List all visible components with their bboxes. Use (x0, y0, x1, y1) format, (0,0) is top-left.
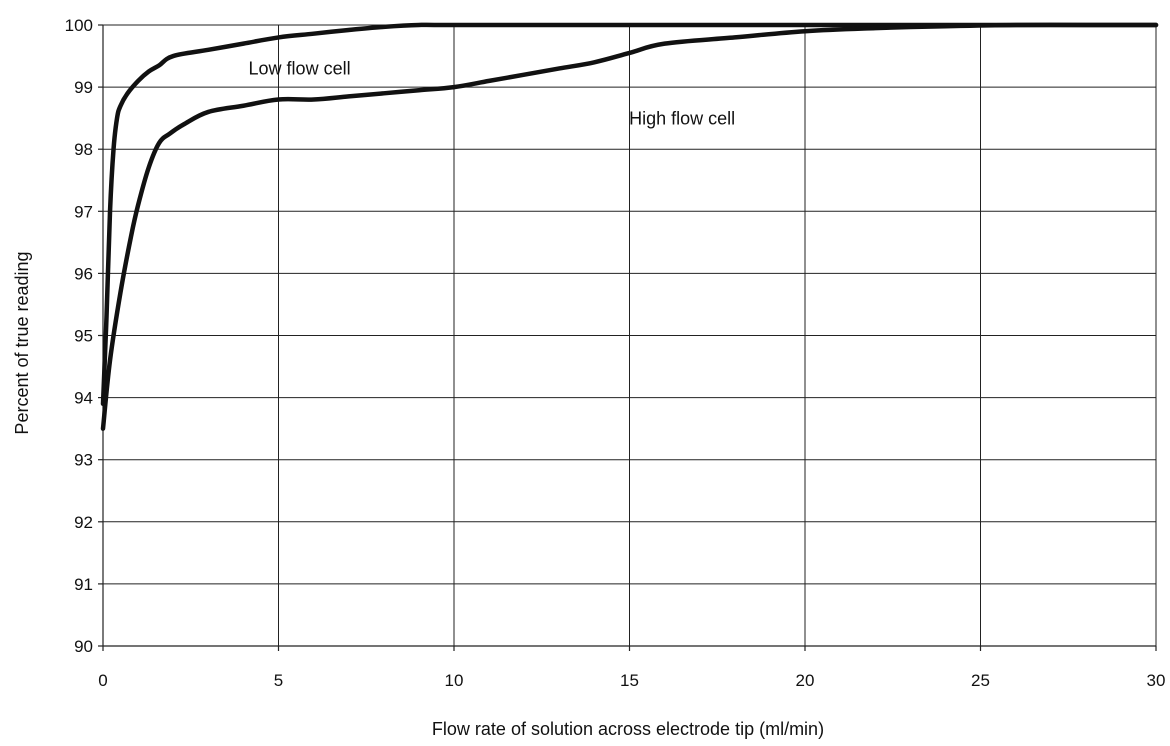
curve-annotation: High flow cell (629, 108, 735, 128)
x-tick-label: 0 (98, 671, 107, 690)
series-lines (100, 22, 1159, 431)
y-tick-label: 99 (74, 78, 93, 97)
x-axis-title: Flow rate of solution across electrode t… (432, 719, 824, 739)
y-tick-label: 91 (74, 575, 93, 594)
x-tick-label: 10 (445, 671, 464, 690)
x-tick-label: 30 (1147, 671, 1166, 690)
x-tick-label: 25 (971, 671, 990, 690)
y-tick-label: 97 (74, 202, 93, 221)
annotations: Low flow cell High flow cell (249, 59, 736, 129)
y-tick-label: 95 (74, 327, 93, 346)
curve-annotation: Low flow cell (249, 59, 351, 79)
y-tick-label: 94 (74, 389, 93, 408)
y-axis-title: Percent of true reading (12, 251, 32, 434)
x-tick-label: 15 (620, 671, 639, 690)
series-line-2 (100, 22, 1159, 431)
y-tick-label: 98 (74, 140, 93, 159)
x-tick-label: 20 (796, 671, 815, 690)
y-tick-label: 90 (74, 637, 93, 656)
y-tick-label: 100 (65, 16, 93, 35)
x-tick-label: 5 (274, 671, 283, 690)
series-line-1 (100, 22, 1159, 407)
y-tick-label: 93 (74, 451, 93, 470)
y-tick-label: 96 (74, 264, 93, 283)
axes (98, 24, 1157, 651)
y-tick-label: 92 (74, 513, 93, 532)
tick-labels: 90 91 92 93 94 95 96 97 98 99 100 0 5 10 15 20 25 30 (65, 16, 1166, 690)
